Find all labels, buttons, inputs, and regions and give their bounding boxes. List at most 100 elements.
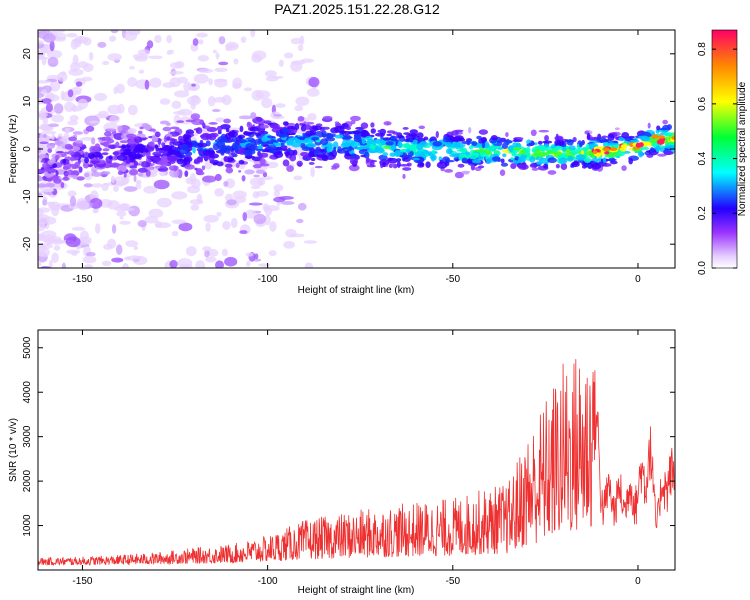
heatmap-cell [184,170,189,177]
heatmap-cell [270,123,280,129]
heatmap-cell [82,255,97,264]
heatmap-cell [51,133,55,140]
heatmap-cell [542,140,553,144]
snr-y-tick-label: 4000 [22,381,33,404]
heatmap-cell [274,103,286,108]
colorbar-gradient [711,29,738,269]
heatmap-cell [468,126,472,134]
heatmap-cell [137,220,147,228]
heatmap-cell [591,162,602,170]
heatmap-cell [303,121,307,124]
heatmap-cell [333,146,337,152]
heatmap-cell [280,142,285,147]
spectrogram-y-axis-label: Frequency (Hz) [8,115,19,184]
heatmap-cell [216,125,223,132]
heatmap-cell [291,137,298,141]
heatmap-cell [205,222,211,232]
heatmap-cell [455,158,459,162]
heatmap-cell [304,262,314,268]
heatmap-cell [214,173,222,182]
heatmap-cell [382,145,391,150]
heatmap-cell [129,165,138,169]
heatmap-cell [198,39,204,45]
heatmap-cell [255,190,269,197]
heatmap-cell [396,158,402,162]
heatmap-cell [566,155,574,162]
heatmap-cell [123,148,132,152]
heatmap-cell [53,103,64,114]
heatmap-cell [260,176,274,181]
heatmap-cell [432,141,442,147]
snr-series-line [38,359,675,567]
heatmap-cell [216,211,222,217]
heatmap-cell [370,128,376,134]
heatmap-cell [98,154,104,160]
heatmap-cell [300,152,309,157]
heatmap-cell [350,120,356,125]
heatmap-cell [169,77,181,88]
heatmap-cell [133,153,144,159]
heatmap-cell [566,139,574,146]
heatmap-cell [246,260,251,267]
heatmap-cell [575,154,586,161]
heatmap-cell [377,129,381,133]
heatmap-cell [259,163,270,167]
heatmap-cell [146,40,154,49]
heatmap-cell [67,174,78,178]
heatmap-cell [148,163,155,166]
heatmap-cell [51,252,59,264]
heatmap-cell [91,171,102,177]
heatmap-cell [529,156,536,163]
heatmap-cell [71,226,86,231]
heatmap-cell [169,126,180,130]
heatmap-cell [115,244,123,255]
heatmap-cell [606,158,617,162]
heatmap-cell [184,164,195,170]
heatmap-cell [94,223,101,235]
heatmap-cell [547,149,552,154]
heatmap-cell [314,165,323,169]
heatmap-cell [659,127,669,131]
heatmap-cell [38,174,42,181]
heatmap-cell [491,145,499,150]
heatmap-cell [461,140,472,145]
heatmap-cell [314,149,318,156]
heatmap-cell [45,102,53,113]
heatmap-cell [126,255,142,261]
heatmap-cell [119,216,124,220]
heatmap-cell [83,183,93,188]
heatmap-cell [202,149,213,156]
heatmap-cell [385,141,394,146]
heatmap-cell [218,36,226,45]
heatmap-cell [240,36,247,43]
heatmap-cell [203,214,219,223]
heatmap-cell [169,49,174,55]
snr-y-tick-label: 3000 [22,425,33,448]
heatmap-cell [452,153,460,157]
heatmap-cell [127,104,138,116]
heatmap-cell [221,248,228,257]
heatmap-cell [191,83,196,87]
heatmap-cell [412,139,418,145]
heatmap-cell [171,230,179,237]
heatmap-cell [418,125,426,130]
heatmap-cell [225,41,239,51]
heatmap-cell [38,208,44,219]
heatmap-cell [133,160,139,167]
heatmap-hotspot [592,150,598,155]
heatmap-cell [40,167,45,171]
heatmap-cell [303,124,312,130]
heatmap-cell [618,137,626,142]
heatmap-cell [249,177,266,187]
heatmap-cell [57,136,62,140]
snr-x-tick-label: -100 [258,576,278,587]
heatmap-cell [638,150,644,158]
heatmap-cell [531,167,539,171]
heatmap-cell [647,122,651,129]
heatmap-cell [94,92,108,102]
colorbar-tick-label: 0.0 [697,261,708,275]
heatmap-cell [230,217,238,229]
heatmap-hotspot [656,139,665,145]
heatmap-cell [242,211,247,222]
heatmap-cell [525,146,531,153]
